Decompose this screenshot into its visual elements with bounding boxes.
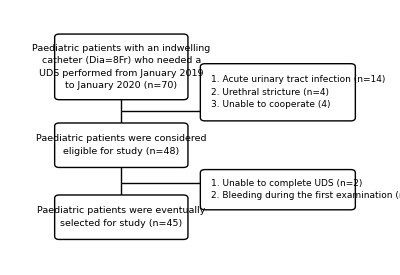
FancyBboxPatch shape	[55, 34, 188, 100]
FancyBboxPatch shape	[200, 64, 355, 121]
Text: Paediatric patients with an indwelling
catheter (Dia=8Fr) who needed a
UDS perfo: Paediatric patients with an indwelling c…	[32, 44, 210, 90]
FancyBboxPatch shape	[200, 170, 355, 210]
Text: Paediatric patients were considered
eligible for study (n=48): Paediatric patients were considered elig…	[36, 134, 206, 156]
FancyBboxPatch shape	[55, 123, 188, 167]
Text: 1. Acute urinary tract infection (n=14)
2. Urethral stricture (n=4)
3. Unable to: 1. Acute urinary tract infection (n=14) …	[210, 75, 385, 109]
Text: 1. Unable to complete UDS (n=2)
2. Bleeding during the first examination (n=1): 1. Unable to complete UDS (n=2) 2. Bleed…	[210, 179, 400, 200]
FancyBboxPatch shape	[55, 195, 188, 240]
Text: Paediatric patients were eventually
selected for study (n=45): Paediatric patients were eventually sele…	[37, 207, 206, 228]
